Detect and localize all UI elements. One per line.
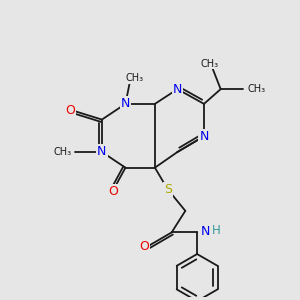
Text: CH₃: CH₃	[53, 147, 71, 157]
Text: CH₃: CH₃	[201, 58, 219, 69]
Text: N: N	[121, 98, 130, 110]
Text: CH₃: CH₃	[125, 74, 143, 83]
Text: O: O	[66, 104, 75, 117]
Text: CH₃: CH₃	[247, 84, 265, 94]
Text: N: N	[173, 82, 182, 96]
Text: H: H	[212, 224, 220, 237]
Text: N: N	[200, 225, 210, 238]
Text: O: O	[109, 185, 118, 198]
Text: O: O	[139, 240, 149, 253]
Text: N: N	[199, 130, 209, 143]
Text: N: N	[97, 146, 106, 158]
Text: S: S	[164, 183, 172, 196]
